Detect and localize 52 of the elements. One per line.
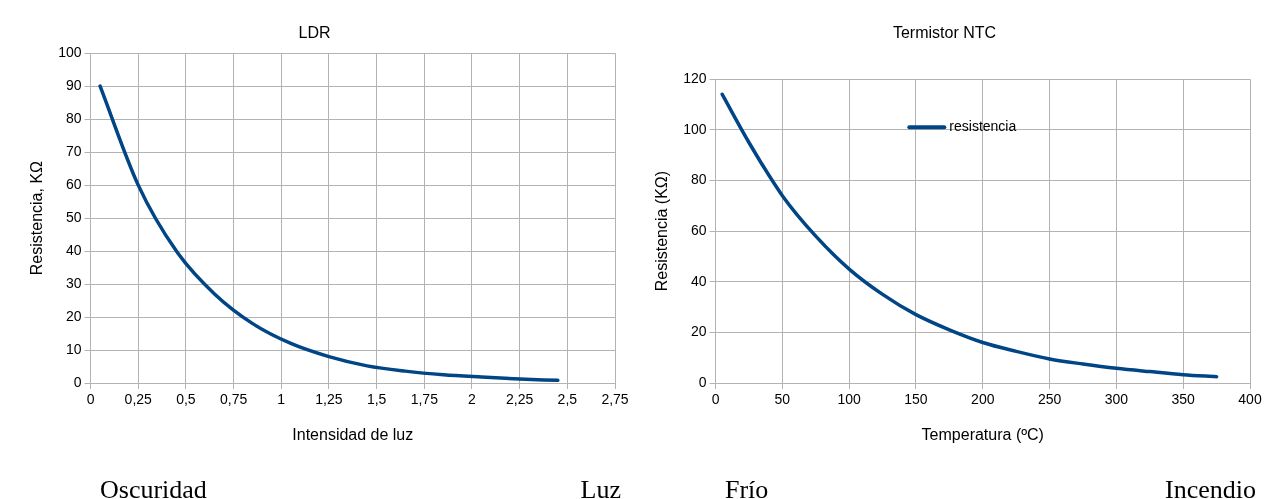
- x-tick-label: 2,25: [506, 391, 534, 408]
- y-tick-label: 100: [58, 44, 82, 61]
- x-tick-label: 0: [711, 391, 720, 408]
- chart-title: Termistor NTC: [892, 24, 997, 42]
- text: Oscuridad: [100, 475, 207, 499]
- x-tick-label: 1,75: [410, 391, 439, 408]
- y-tick-label: 50: [65, 208, 82, 225]
- x-axis-title: Temperatura (ºC): [921, 425, 1044, 443]
- y-tick-label: 0: [73, 373, 82, 390]
- line-series: [98, 84, 560, 383]
- y-tick-label: 20: [65, 307, 82, 324]
- x-axis-title: Intensidad de luz: [292, 425, 414, 443]
- x-tick-label: 2,5: [557, 391, 578, 408]
- x-tick-label: 250: [1037, 391, 1062, 408]
- text: Frío: [725, 475, 769, 499]
- y-tick-label: 40: [690, 272, 707, 289]
- y-axis-title: Resistencia (KΩ): [653, 170, 671, 292]
- y-tick-label: 70: [65, 143, 82, 159]
- x-tick-label: 200: [971, 391, 995, 408]
- x-tick-label: 150: [904, 391, 928, 408]
- y-tick-label: 90: [65, 77, 82, 94]
- x-tick-label: 2,75: [601, 391, 629, 408]
- x-tick-label: 400: [1238, 391, 1262, 408]
- y-tick-label: 20: [690, 323, 707, 340]
- x-tick-label: 350: [1171, 391, 1196, 408]
- text: Luz: [580, 475, 621, 499]
- x-tick-label: 50: [774, 391, 791, 408]
- y-axis-title: Resistencia, KΩ: [28, 160, 46, 276]
- x-tick-label: 0,75: [219, 391, 248, 408]
- x-tick-label: 0,25: [124, 391, 153, 408]
- y-tick-label: 0: [698, 373, 707, 390]
- y-tick-label: 30: [65, 274, 82, 291]
- y-tick-label: 60: [690, 221, 707, 238]
- text: Incendio: [1165, 475, 1256, 499]
- y-tick-label: 40: [65, 241, 82, 258]
- chart-title: LDR: [298, 24, 331, 42]
- x-tick-label: 1: [277, 391, 286, 408]
- x-tick-label: 0: [86, 391, 95, 408]
- x-tick-label: 100: [837, 391, 862, 408]
- x-tick-label: 300: [1104, 391, 1129, 408]
- y-tick-label: 10: [65, 340, 82, 357]
- y-tick-label: 80: [65, 110, 82, 127]
- y-tick-label: 80: [690, 171, 707, 188]
- line-series: [720, 92, 1219, 379]
- x-tick-label: 2: [468, 391, 477, 408]
- legend-label: resistencia: [949, 118, 1017, 135]
- x-tick-label: 0,5: [176, 391, 196, 408]
- x-tick-label: 1,25: [315, 391, 343, 408]
- y-tick-label: 120: [683, 70, 707, 87]
- x-tick-label: 1,5: [366, 391, 387, 408]
- y-tick-label: 100: [683, 120, 707, 137]
- y-tick-label: 60: [65, 175, 82, 192]
